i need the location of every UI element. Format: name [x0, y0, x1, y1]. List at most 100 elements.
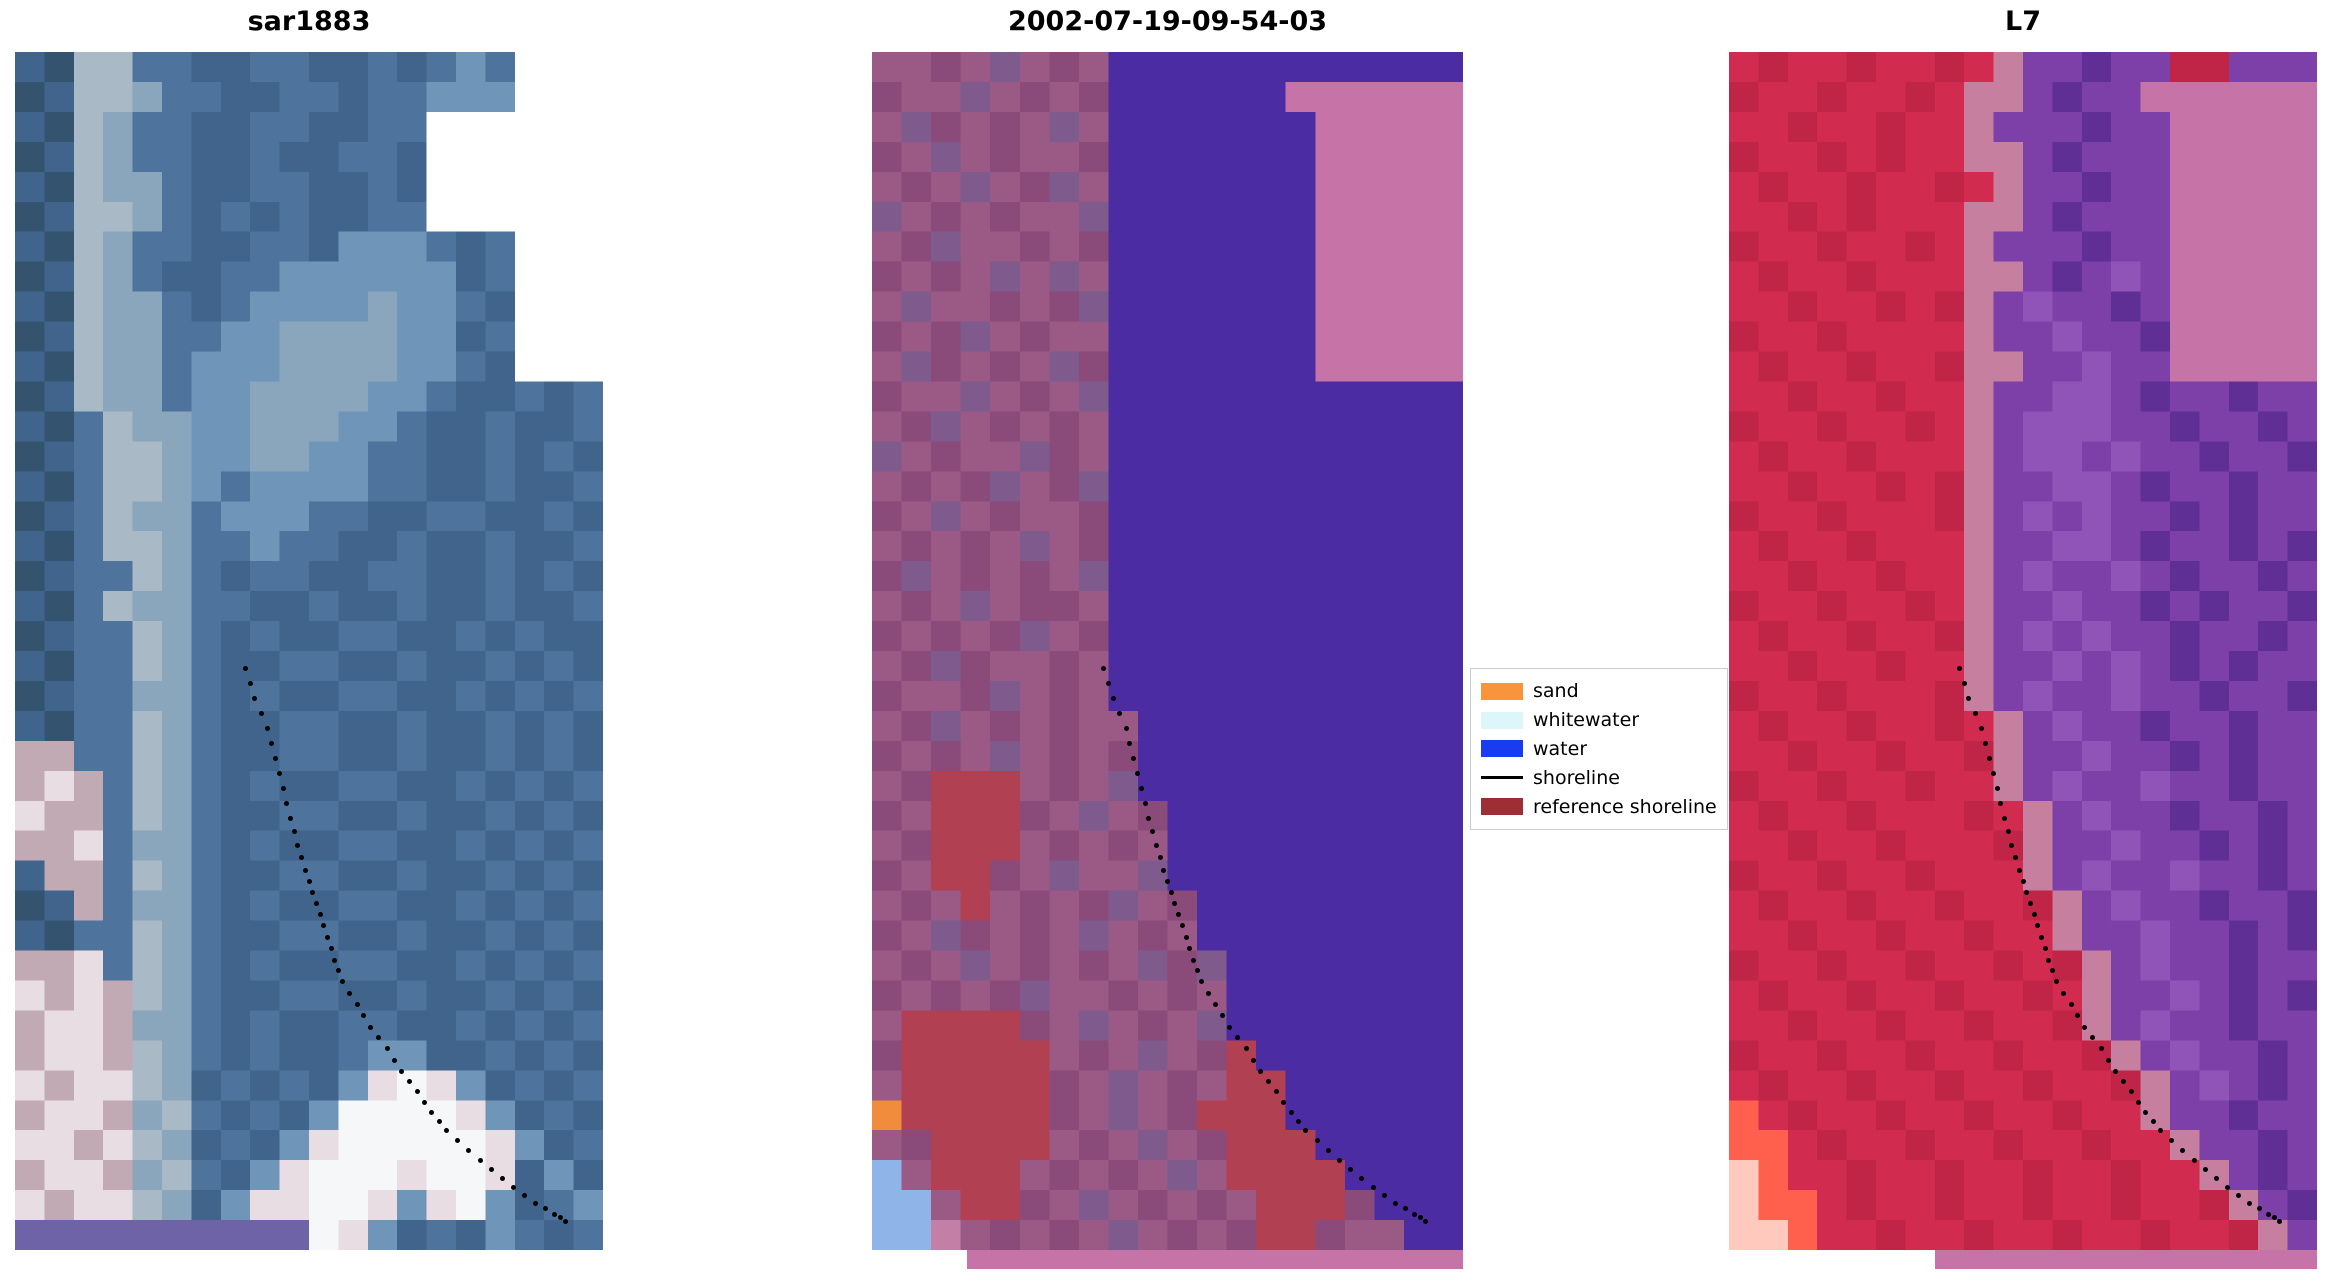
shoreline-dot — [1117, 711, 1123, 717]
shoreline-dot — [2005, 829, 2011, 835]
shoreline-dot — [272, 756, 278, 762]
shoreline-dot — [1303, 1127, 1309, 1133]
shoreline-dot — [2106, 1057, 2112, 1063]
shoreline-dot — [2191, 1157, 2197, 1163]
shoreline-dot — [2020, 879, 2026, 885]
legend-label-water: water — [1533, 737, 1588, 760]
shoreline-dot — [332, 957, 338, 963]
panel-grid-2 — [1729, 52, 2317, 1250]
shoreline-dot — [1110, 696, 1116, 702]
shoreline-dot — [2121, 1079, 2127, 1085]
shoreline-dot — [2180, 1148, 2186, 1154]
shoreline-dot — [361, 1013, 367, 1019]
shoreline-dot — [284, 801, 290, 807]
shoreline-dot — [477, 1157, 483, 1163]
shoreline-dot — [295, 842, 301, 848]
shoreline-dot — [2136, 1099, 2142, 1105]
shoreline-dot — [2143, 1109, 2149, 1115]
shoreline-dot — [321, 923, 327, 929]
shoreline-dot — [563, 1218, 569, 1224]
shoreline-dot — [444, 1127, 450, 1133]
shoreline-dot — [1990, 771, 1996, 777]
shoreline-dot — [1288, 1109, 1294, 1115]
shoreline-dot — [1412, 1211, 1418, 1217]
shoreline-dot — [2128, 1089, 2134, 1095]
shoreline-dot — [376, 1035, 382, 1041]
shoreline-dot — [1187, 946, 1193, 952]
panel-grid-1 — [872, 52, 1463, 1250]
shoreline-dot — [1183, 934, 1189, 940]
shoreline-dot — [552, 1211, 558, 1217]
shoreline-dot — [291, 829, 297, 835]
shoreline-dot — [265, 726, 271, 732]
shoreline-dot — [2098, 1046, 2104, 1052]
shoreline-dot — [384, 1046, 390, 1052]
shoreline-dot — [1393, 1200, 1399, 1206]
shoreline-dot — [1295, 1118, 1301, 1124]
shoreline-dot — [1176, 912, 1182, 918]
shoreline-dot — [1998, 801, 2004, 807]
shoreline-dot — [368, 1024, 374, 1030]
shoreline-dot — [2082, 1024, 2088, 1030]
shoreline-dot — [429, 1109, 435, 1115]
shoreline-dot — [1336, 1157, 1342, 1163]
panel-l7: L7 — [1729, 6, 2317, 1269]
shoreline-dot — [522, 1192, 528, 1198]
legend-item-sand: sand — [1481, 678, 1717, 705]
shoreline-dot — [1325, 1148, 1331, 1154]
shoreline-dot — [1266, 1079, 1272, 1085]
sand-swatch-icon — [1481, 682, 1523, 700]
shoreline-dot — [1206, 990, 1212, 996]
shoreline-dot — [1972, 711, 1978, 717]
shoreline-dot — [1146, 816, 1152, 822]
shoreline-dot — [2158, 1127, 2164, 1133]
shoreline-dot — [1956, 666, 1962, 672]
shoreline-dot — [2054, 979, 2060, 985]
shoreline-dot — [2202, 1167, 2208, 1173]
shoreline-dot — [414, 1089, 420, 1095]
shoreline-dot — [325, 934, 331, 940]
shoreline-dot — [1370, 1185, 1376, 1191]
shoreline-dot — [2009, 842, 2015, 848]
shoreline-dot — [2150, 1118, 2156, 1124]
shoreline-dot — [466, 1148, 472, 1154]
shoreline-dot — [287, 816, 293, 822]
shoreline-line-icon — [1481, 776, 1523, 780]
shoreline-dot — [1402, 1206, 1408, 1212]
shoreline-dot — [1994, 786, 2000, 792]
shoreline-dot — [1417, 1215, 1423, 1221]
legend-item-water: water — [1481, 735, 1717, 762]
shoreline-dot — [1314, 1137, 1320, 1143]
shoreline-dot — [1213, 1001, 1219, 1007]
shoreline-dot — [1127, 741, 1133, 747]
shoreline-dot — [1135, 771, 1141, 777]
shoreline-dot — [1966, 696, 1972, 702]
shoreline-dot — [2050, 968, 2056, 974]
panel-title-classified: 2002-07-19-09-54-03 — [1007, 6, 1328, 37]
shoreline-dot — [407, 1079, 413, 1085]
shoreline-dot — [2068, 1001, 2074, 1007]
panel-grid-0 — [15, 52, 603, 1250]
shoreline-dot — [1220, 1013, 1226, 1019]
shoreline-dot — [302, 867, 308, 873]
shoreline-dot — [1142, 801, 1148, 807]
shoreline-dot — [1281, 1099, 1287, 1105]
shoreline-dot — [2013, 855, 2019, 861]
shoreline-dot — [1165, 879, 1170, 885]
shoreline-dot — [247, 681, 253, 687]
shoreline-dot — [399, 1068, 405, 1074]
shoreline-dot — [436, 1118, 442, 1124]
shoreline-dot — [1123, 726, 1129, 732]
bottom-strip — [966, 1250, 1463, 1269]
shoreline-dot — [2236, 1192, 2242, 1198]
panel-title-l7: L7 — [2005, 6, 2041, 37]
legend-item-shoreline: shoreline — [1481, 764, 1717, 791]
shoreline-dot — [1180, 923, 1186, 929]
shoreline-dot — [2247, 1200, 2253, 1206]
legend-label-sand: sand — [1533, 680, 1579, 703]
shoreline-dot — [242, 666, 248, 672]
shoreline-dot — [1131, 756, 1137, 762]
shoreline-dot — [252, 696, 258, 702]
shoreline-dot — [2277, 1218, 2283, 1224]
shoreline-dot — [299, 855, 305, 861]
